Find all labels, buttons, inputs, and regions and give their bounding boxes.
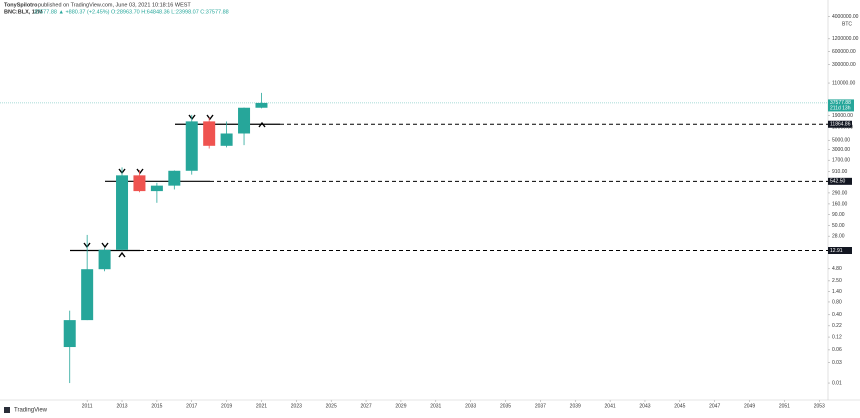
x-tick-label: 2049 xyxy=(744,403,755,409)
x-tick-label: 2043 xyxy=(639,403,650,409)
x-tick-label: 2021 xyxy=(256,403,267,409)
marker xyxy=(206,114,214,121)
y-tick-label: 0.12 xyxy=(832,334,842,340)
x-tick-label: 2029 xyxy=(395,403,406,409)
y-tick-label: 28.00 xyxy=(832,234,845,240)
y-tick-label: 0.01 xyxy=(832,380,842,386)
candle-body xyxy=(116,175,129,250)
x-tick-label: 2035 xyxy=(500,403,511,409)
y-tick-label: 5000.00 xyxy=(832,138,850,144)
x-tick-label: 2039 xyxy=(570,403,581,409)
x-tick-label: 2011 xyxy=(82,403,93,409)
candle-body xyxy=(98,249,111,270)
y-tick-label: 90.00 xyxy=(832,212,845,218)
level-label-bg xyxy=(828,120,852,128)
x-tick-label: 2041 xyxy=(605,403,616,409)
symbol: BNC:BLX, 12M xyxy=(4,9,43,15)
x-tick-label: 2013 xyxy=(116,403,127,409)
brand-logo xyxy=(4,407,10,413)
y-tick-label: 50.00 xyxy=(832,223,845,229)
x-tick-label: 2015 xyxy=(151,403,162,409)
candle-body xyxy=(150,185,163,192)
candle-body xyxy=(81,269,94,321)
x-tick-label: 2019 xyxy=(221,403,232,409)
published: published on TradingView.com, June 03, 2… xyxy=(38,2,191,8)
y-tick-label: 3000.00 xyxy=(832,147,850,153)
y-tick-label: 300000.00 xyxy=(832,62,856,68)
marker xyxy=(136,168,144,175)
ohlc: 37577.88 ▲ +880.37 (+2.45%) O:28963.70 H… xyxy=(34,9,229,15)
candle-body xyxy=(63,320,76,348)
last-price-bg xyxy=(828,99,854,112)
level-label-bg xyxy=(828,247,852,255)
marker xyxy=(118,251,126,258)
x-tick-label: 2051 xyxy=(779,403,790,409)
x-tick-label: 2037 xyxy=(535,403,546,409)
candle-body xyxy=(168,170,181,186)
brand: TradingView xyxy=(14,408,48,414)
level-label: 11864.86 xyxy=(830,122,851,128)
candle-body xyxy=(220,133,233,146)
y-tick-label: 0.80 xyxy=(832,299,842,305)
x-tick-label: 2047 xyxy=(709,403,720,409)
author: TonySpilotro xyxy=(4,2,38,8)
y-tick-label: 0.06 xyxy=(832,347,842,353)
y-tick-label: 110000.00 xyxy=(832,80,855,86)
x-tick-label: 2045 xyxy=(674,403,685,409)
marker xyxy=(258,121,266,128)
y-tick-label: 1200000.00 xyxy=(832,36,859,42)
y-tick-label: 19000.00 xyxy=(832,113,853,119)
y-tick-label: 290.00 xyxy=(832,190,848,196)
currency: BTC xyxy=(842,21,852,27)
marker xyxy=(101,242,109,249)
x-tick-label: 2017 xyxy=(186,403,197,409)
y-tick-label: 4000000.00 xyxy=(832,14,859,20)
x-tick-label: 2031 xyxy=(430,403,441,409)
candle-body xyxy=(185,121,198,171)
y-tick-label: 910.00 xyxy=(832,169,848,175)
y-tick-label: 0.22 xyxy=(832,323,842,329)
y-tick-label: 600000.00 xyxy=(832,49,856,55)
level-label: 542.50 xyxy=(830,179,846,185)
y-tick-label: 4.80 xyxy=(832,266,842,272)
y-tick-label: 1700.00 xyxy=(832,158,850,164)
candle-body xyxy=(238,107,251,134)
y-tick-label: 1.40 xyxy=(832,289,842,295)
candle-body xyxy=(255,102,268,108)
y-tick-label: 2.50 xyxy=(832,278,842,284)
x-tick-label: 2027 xyxy=(361,403,372,409)
level-label: 12.91 xyxy=(830,248,843,254)
y-tick-label: 160.00 xyxy=(832,201,848,207)
countdown: 211d 13h xyxy=(830,106,851,112)
level-label-bg xyxy=(828,177,852,185)
x-tick-label: 2033 xyxy=(465,403,476,409)
candle-body xyxy=(133,175,146,192)
candle-body xyxy=(203,121,216,146)
x-tick-label: 2025 xyxy=(326,403,337,409)
y-tick-label: 0.03 xyxy=(832,360,842,366)
breakout-markers xyxy=(83,114,266,258)
y-tick-label: 0.40 xyxy=(832,312,842,318)
last-price-label: 37577.88 xyxy=(830,100,851,106)
x-tick-label: 2053 xyxy=(814,403,825,409)
x-tick-label: 2023 xyxy=(291,403,302,409)
